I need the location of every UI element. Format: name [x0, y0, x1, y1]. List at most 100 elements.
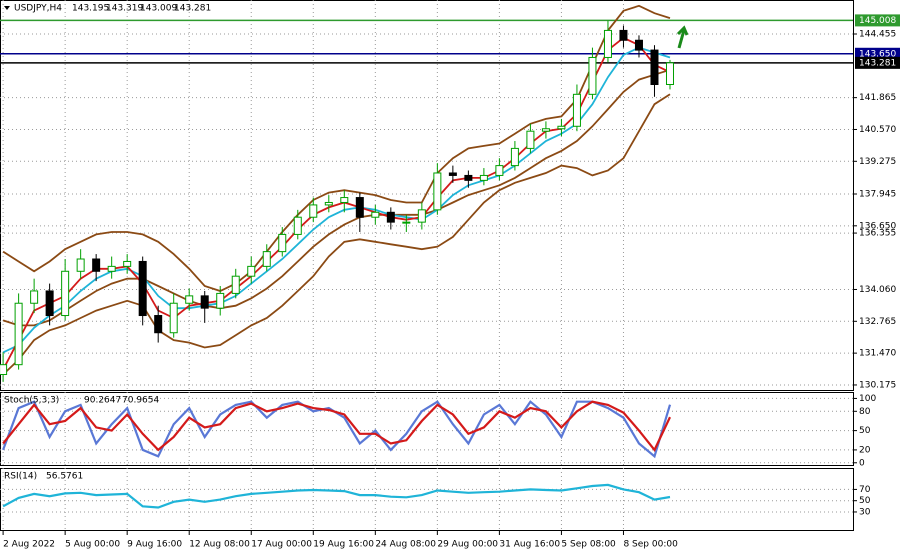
candle-body	[324, 201, 333, 206]
x-tick-label: 17 Aug 00:00	[251, 540, 312, 550]
candle-body	[588, 56, 597, 95]
candle-body	[14, 302, 23, 366]
indicator-line	[2, 483, 671, 509]
y-tick-label: 136.650	[859, 221, 896, 231]
y-tick-label: 130.175	[859, 380, 896, 390]
y-tick-label: 80	[859, 407, 871, 417]
y-tick-label: 70	[859, 485, 871, 495]
x-tick-label: 5 Aug 00:00	[65, 540, 120, 550]
indicator-line	[2, 4, 671, 292]
candle-body	[309, 204, 318, 218]
candle-body	[216, 292, 225, 309]
candle-body	[340, 197, 349, 203]
candle-body	[526, 130, 535, 149]
x-tick-label: 9 Aug 16:00	[127, 540, 182, 550]
candle-body	[402, 221, 411, 224]
y-tick-label: 139.275	[859, 157, 896, 167]
y-tick-label: 20	[859, 445, 871, 455]
indicator-value: 90.2647	[84, 396, 121, 406]
header-value: 143.319	[106, 4, 143, 14]
y-tick-label: 141.865	[859, 93, 896, 103]
candle-body	[510, 147, 519, 167]
candle-body	[619, 29, 628, 41]
x-tick-label: 24 Aug 08:00	[375, 540, 436, 550]
candle-body	[262, 251, 271, 267]
header-value: 143.009	[140, 4, 177, 14]
candle-body	[479, 174, 488, 181]
y-tick-label: 136.355	[859, 229, 896, 239]
price-level-box	[855, 14, 900, 27]
candle-body	[634, 39, 643, 51]
x-tick-label: 29 Aug 00:00	[437, 540, 498, 550]
x-tick-label: 5 Sep 08:00	[561, 540, 616, 550]
x-tick-label: 2 Aug 2022	[3, 540, 55, 550]
candle-body	[433, 172, 442, 211]
candle-body	[495, 165, 504, 176]
indicator-value: 56.5761	[46, 472, 83, 482]
candle-body	[231, 275, 240, 294]
y-tick-label: 100	[859, 394, 876, 404]
candle-body	[572, 93, 581, 127]
candle-body	[557, 125, 566, 130]
x-tick-label: 19 Aug 16:00	[313, 540, 374, 550]
candle-body	[45, 290, 54, 317]
indicator-line	[2, 93, 671, 376]
y-tick-label: 134.060	[859, 285, 896, 295]
y-tick-label: 132.765	[859, 317, 896, 327]
y-tick-label: 144.455	[859, 29, 896, 39]
candle-body	[61, 270, 70, 317]
y-tick-label: 50	[859, 426, 871, 436]
y-tick-label: 137.945	[859, 189, 896, 199]
x-tick-label: 31 Aug 16:00	[499, 540, 560, 550]
price-level-label: 143.281	[859, 58, 896, 68]
candle-body	[169, 302, 178, 334]
header-value: 143.195	[72, 4, 109, 14]
y-tick-label: 131.470	[859, 349, 896, 359]
indicator-line	[2, 400, 671, 452]
price-frame	[0, 0, 854, 391]
candle-body	[107, 265, 116, 272]
candle-body	[278, 233, 287, 253]
candle-body	[123, 260, 132, 267]
y-tick-label: 0	[859, 458, 865, 468]
y-tick-label: 140.570	[859, 125, 896, 135]
x-tick-label: 12 Aug 08:00	[189, 540, 250, 550]
candle-body	[30, 290, 39, 304]
price-level-label: 145.008	[859, 16, 896, 26]
indicator-value: 70.9654	[122, 396, 159, 406]
arrow-annotation	[676, 25, 689, 49]
candle-body	[200, 295, 209, 309]
candle-body	[448, 172, 457, 176]
candle-body	[417, 209, 426, 223]
candle-body	[603, 29, 612, 58]
candle-body	[464, 174, 473, 181]
candle-body	[293, 216, 302, 235]
price-level-box	[855, 47, 900, 60]
indicator-title: RSI(14)	[4, 472, 37, 482]
rsi-frame	[0, 468, 854, 531]
symbol-label: USDJPY,H4	[14, 4, 62, 14]
candle-body	[541, 128, 550, 132]
candle-body	[371, 211, 380, 218]
x-tick-label: 8 Sep 00:00	[623, 540, 678, 550]
candle-body	[0, 364, 8, 376]
candle-body	[185, 295, 194, 304]
candle-body	[386, 211, 395, 223]
indicator-title: Stoch(5,3,3)	[4, 396, 59, 406]
price-level-label: 143.650	[859, 49, 896, 59]
candle-body	[138, 260, 147, 317]
candle-body	[247, 265, 256, 277]
candle-body	[92, 258, 101, 272]
candle-body	[76, 258, 85, 272]
candle-body	[665, 62, 674, 85]
price-level-box	[855, 56, 900, 69]
candle-body	[355, 197, 364, 218]
candle-body	[154, 315, 163, 334]
y-tick-label: 30	[859, 507, 871, 517]
stoch-frame	[0, 392, 854, 466]
menu-icon[interactable]	[4, 6, 10, 10]
header-value: 143.281	[174, 4, 211, 14]
y-tick-label: 50	[859, 496, 871, 506]
